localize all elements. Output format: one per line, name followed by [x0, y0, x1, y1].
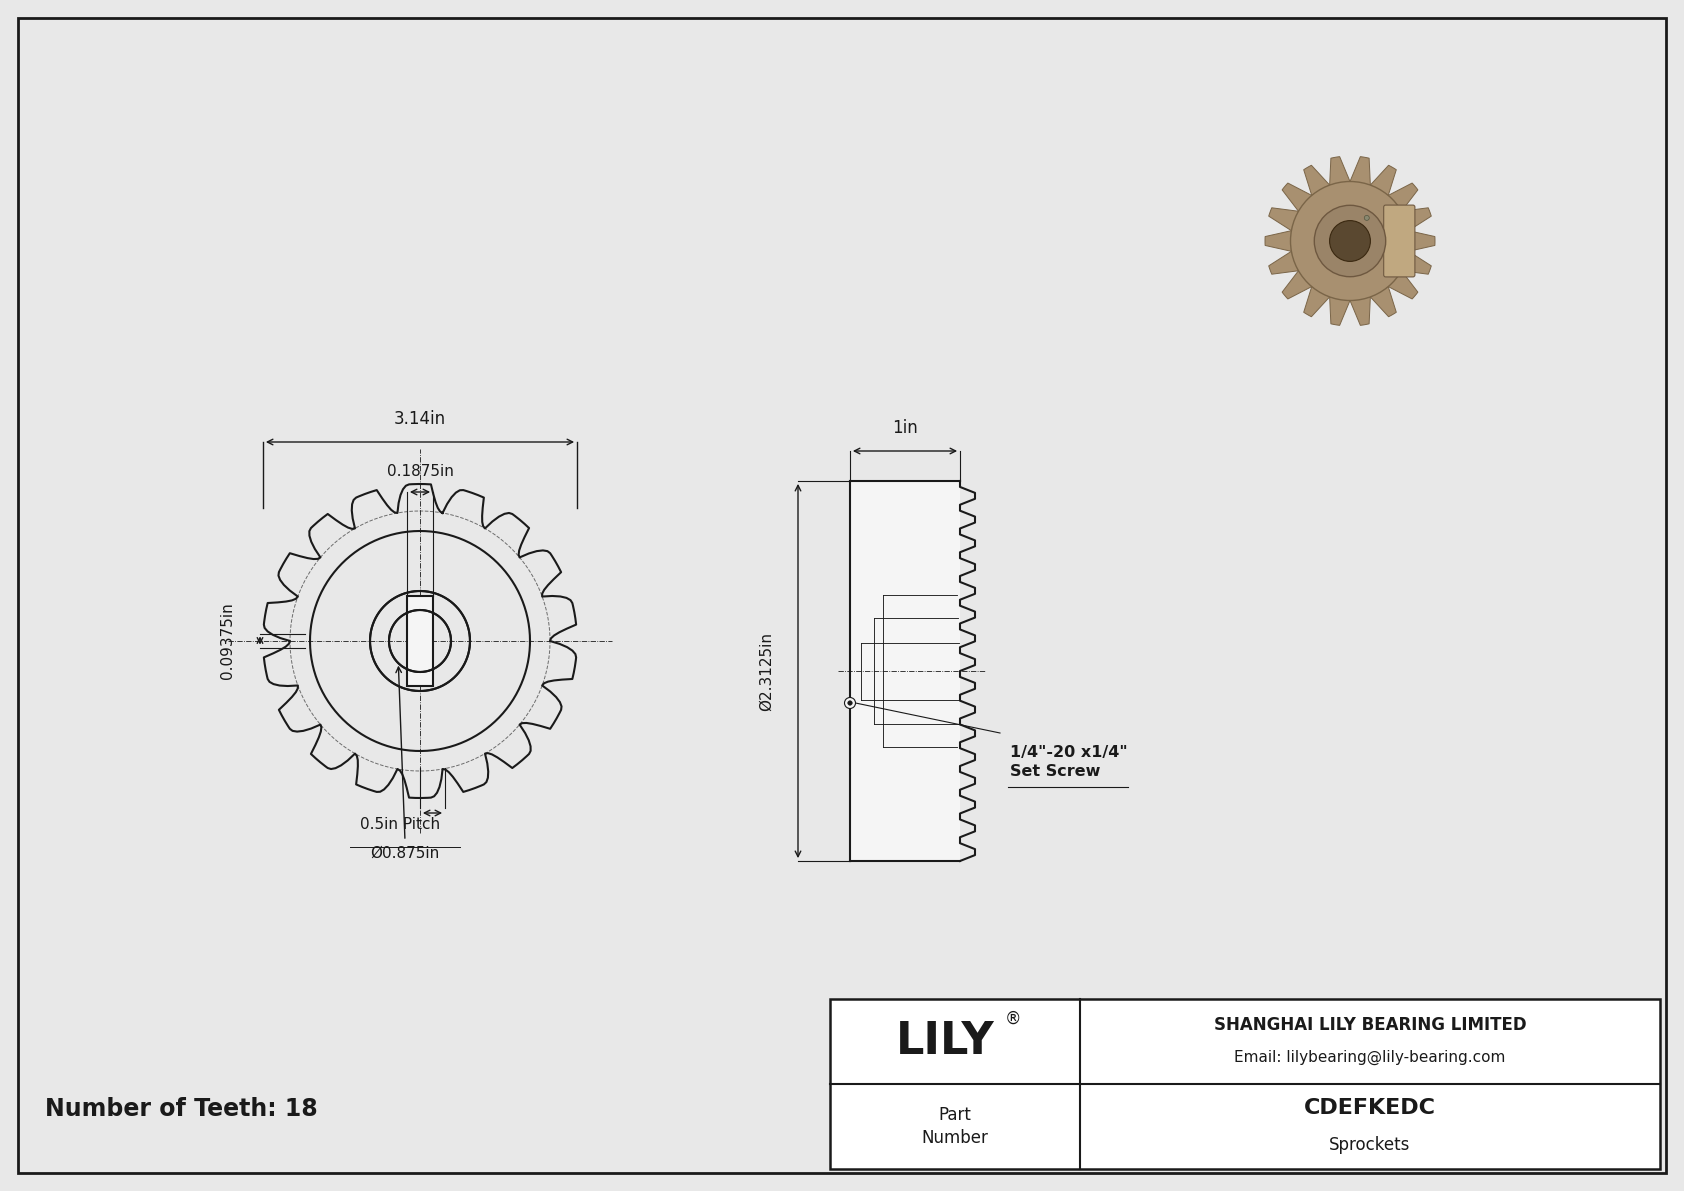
Polygon shape: [1282, 270, 1312, 299]
Polygon shape: [1408, 231, 1435, 251]
Text: CDEFKEDC: CDEFKEDC: [1303, 1098, 1436, 1118]
Circle shape: [847, 700, 852, 705]
Text: Number of Teeth: 18: Number of Teeth: 18: [45, 1097, 318, 1121]
Polygon shape: [1265, 231, 1292, 251]
Polygon shape: [1268, 207, 1298, 231]
Polygon shape: [1401, 207, 1431, 231]
Circle shape: [1364, 216, 1369, 220]
Polygon shape: [1388, 183, 1418, 211]
Text: Part
Number: Part Number: [921, 1105, 989, 1147]
Text: 1in: 1in: [893, 419, 918, 437]
Polygon shape: [1371, 287, 1396, 317]
Polygon shape: [1330, 297, 1351, 325]
Polygon shape: [1268, 251, 1298, 274]
Bar: [408, 596, 433, 686]
Polygon shape: [1330, 157, 1351, 185]
Circle shape: [1330, 220, 1371, 261]
Polygon shape: [1351, 157, 1371, 185]
Text: 1/4"-20 x1/4"
Set Screw: 1/4"-20 x1/4" Set Screw: [1010, 746, 1128, 779]
Text: 0.1875in: 0.1875in: [387, 464, 453, 479]
Text: ®: ®: [1005, 1010, 1021, 1028]
Text: 0.5in Pitch: 0.5in Pitch: [360, 817, 440, 833]
Text: LILY: LILY: [896, 1019, 994, 1064]
Text: Email: lilybearing@lily-bearing.com: Email: lilybearing@lily-bearing.com: [1234, 1050, 1505, 1065]
Polygon shape: [1282, 183, 1312, 211]
Text: 3.14in: 3.14in: [394, 410, 446, 428]
Text: 0.09375in: 0.09375in: [221, 603, 236, 679]
Polygon shape: [1303, 166, 1330, 195]
FancyBboxPatch shape: [1384, 205, 1415, 278]
Circle shape: [1290, 181, 1410, 300]
Polygon shape: [1351, 297, 1371, 325]
Polygon shape: [1401, 251, 1431, 274]
Polygon shape: [1303, 287, 1330, 317]
Text: Sprockets: Sprockets: [1329, 1136, 1411, 1154]
Circle shape: [1314, 205, 1386, 276]
Text: SHANGHAI LILY BEARING LIMITED: SHANGHAI LILY BEARING LIMITED: [1214, 1016, 1526, 1035]
Text: Ø2.3125in: Ø2.3125in: [758, 631, 773, 711]
Circle shape: [844, 698, 855, 709]
Polygon shape: [1371, 166, 1396, 195]
Bar: [850, 481, 960, 861]
Bar: [830, 999, 1660, 1170]
Text: Ø0.875in: Ø0.875in: [370, 846, 440, 861]
Polygon shape: [1388, 270, 1418, 299]
